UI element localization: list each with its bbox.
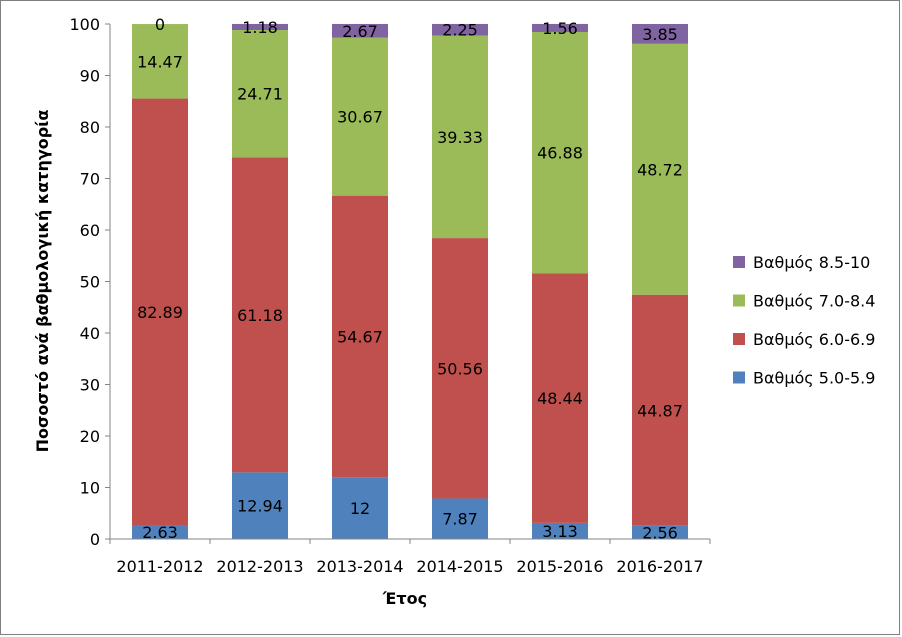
bar-segment: [632, 43, 688, 295]
bar-segment: [332, 23, 388, 38]
x-tick-label: 2012-2013: [216, 557, 303, 576]
axes-group: 0 10 20 30 40 50 60 70 80 90 100 2011-2012 2012-2013…: [69, 15, 711, 576]
data-label: 0: [155, 15, 165, 34]
bars-group: [132, 23, 688, 539]
data-label: 82.89: [137, 303, 183, 322]
bar-segment: [132, 24, 188, 99]
legend-label: Βαθμός 5.0-5.9: [753, 369, 875, 388]
y-tick-label: 90: [80, 67, 100, 86]
data-label: 24.71: [237, 85, 283, 104]
y-tick-label: 10: [80, 479, 100, 498]
bar-segment: [332, 195, 388, 478]
y-tick-label: 50: [80, 273, 100, 292]
y-tick-label: 70: [80, 170, 100, 189]
bar-segment: [532, 23, 588, 32]
data-label: 46.88: [537, 144, 583, 163]
data-label: 14.47: [137, 52, 183, 71]
bar-segment: [132, 98, 188, 526]
bar-segment: [632, 24, 688, 44]
legend-label: Βαθμός 7.0-8.4: [753, 292, 875, 311]
bar-segment: [432, 498, 488, 539]
y-tick-label: 30: [80, 376, 100, 395]
bar-segment: [332, 37, 388, 196]
bar-segment: [332, 477, 388, 539]
data-label: 1.18: [242, 18, 278, 37]
data-label: 50.56: [437, 359, 483, 378]
data-label: 48.72: [637, 160, 683, 179]
x-tick-label: 2015-2016: [516, 557, 603, 576]
y-tick-label: 80: [80, 118, 100, 137]
data-label: 2.25: [442, 21, 478, 40]
y-axis-title: Ποσοστό ανά βαθμολογική κατηγορία: [33, 110, 52, 453]
data-label: 12: [350, 499, 370, 518]
data-label: 54.67: [337, 327, 383, 346]
x-tick-label: 2013-2014: [316, 557, 403, 576]
data-label: 39.33: [437, 128, 483, 147]
bar-segment: [432, 23, 488, 36]
bar-segment: [532, 31, 588, 274]
legend-label: Βαθμός 6.0-6.9: [753, 330, 875, 349]
legend-swatch: [733, 333, 745, 345]
bar-segment: [532, 522, 588, 539]
bar-segment: [232, 472, 288, 539]
y-tick-label: 20: [80, 427, 100, 446]
bar-segment: [432, 238, 488, 499]
x-axis-title: Έτος: [382, 589, 427, 608]
bar-segment: [232, 30, 288, 158]
data-label: 1.56: [542, 19, 578, 38]
x-tick-label: 2011-2012: [116, 557, 203, 576]
bar-segment: [632, 294, 688, 526]
data-label: 2.63: [142, 523, 178, 542]
bar-segment: [632, 525, 688, 539]
data-label: 2.56: [642, 523, 678, 542]
data-label: 61.18: [237, 306, 283, 325]
data-label: 44.87: [637, 401, 683, 420]
y-tick-label: 100: [69, 15, 100, 34]
data-label: 3.85: [642, 25, 678, 44]
data-label: 48.44: [537, 389, 583, 408]
data-label: 30.67: [337, 108, 383, 127]
x-tick-label: 2016-2017: [616, 557, 703, 576]
y-tick-label: 0: [90, 530, 100, 549]
bar-segment: [232, 23, 288, 31]
data-label: 7.87: [442, 510, 478, 529]
legend-swatch: [733, 256, 745, 268]
bar-segment: [232, 157, 288, 473]
legend-swatch: [733, 371, 745, 384]
data-labels-group: 2.63 82.89 14.47 0 12.94 61.18 24.71 1.18 12 54.6…: [137, 15, 683, 542]
x-tick-label: 2014-2015: [416, 557, 503, 576]
data-label: 3.13: [542, 522, 578, 541]
y-tick-label: 40: [80, 324, 100, 343]
data-label: 12.94: [237, 497, 283, 516]
legend: Βαθμός 8.5-10 Βαθμός 7.0-8.4 Βαθμός 6.0-6.…: [733, 253, 875, 388]
bar-segment: [132, 525, 188, 539]
legend-swatch: [733, 294, 745, 307]
y-tick-label: 60: [80, 221, 100, 240]
legend-label: Βαθμός 8.5-10: [753, 253, 870, 272]
bar-segment: [532, 273, 588, 523]
data-label: 2.67: [342, 22, 378, 41]
bar-segment: [432, 35, 488, 239]
